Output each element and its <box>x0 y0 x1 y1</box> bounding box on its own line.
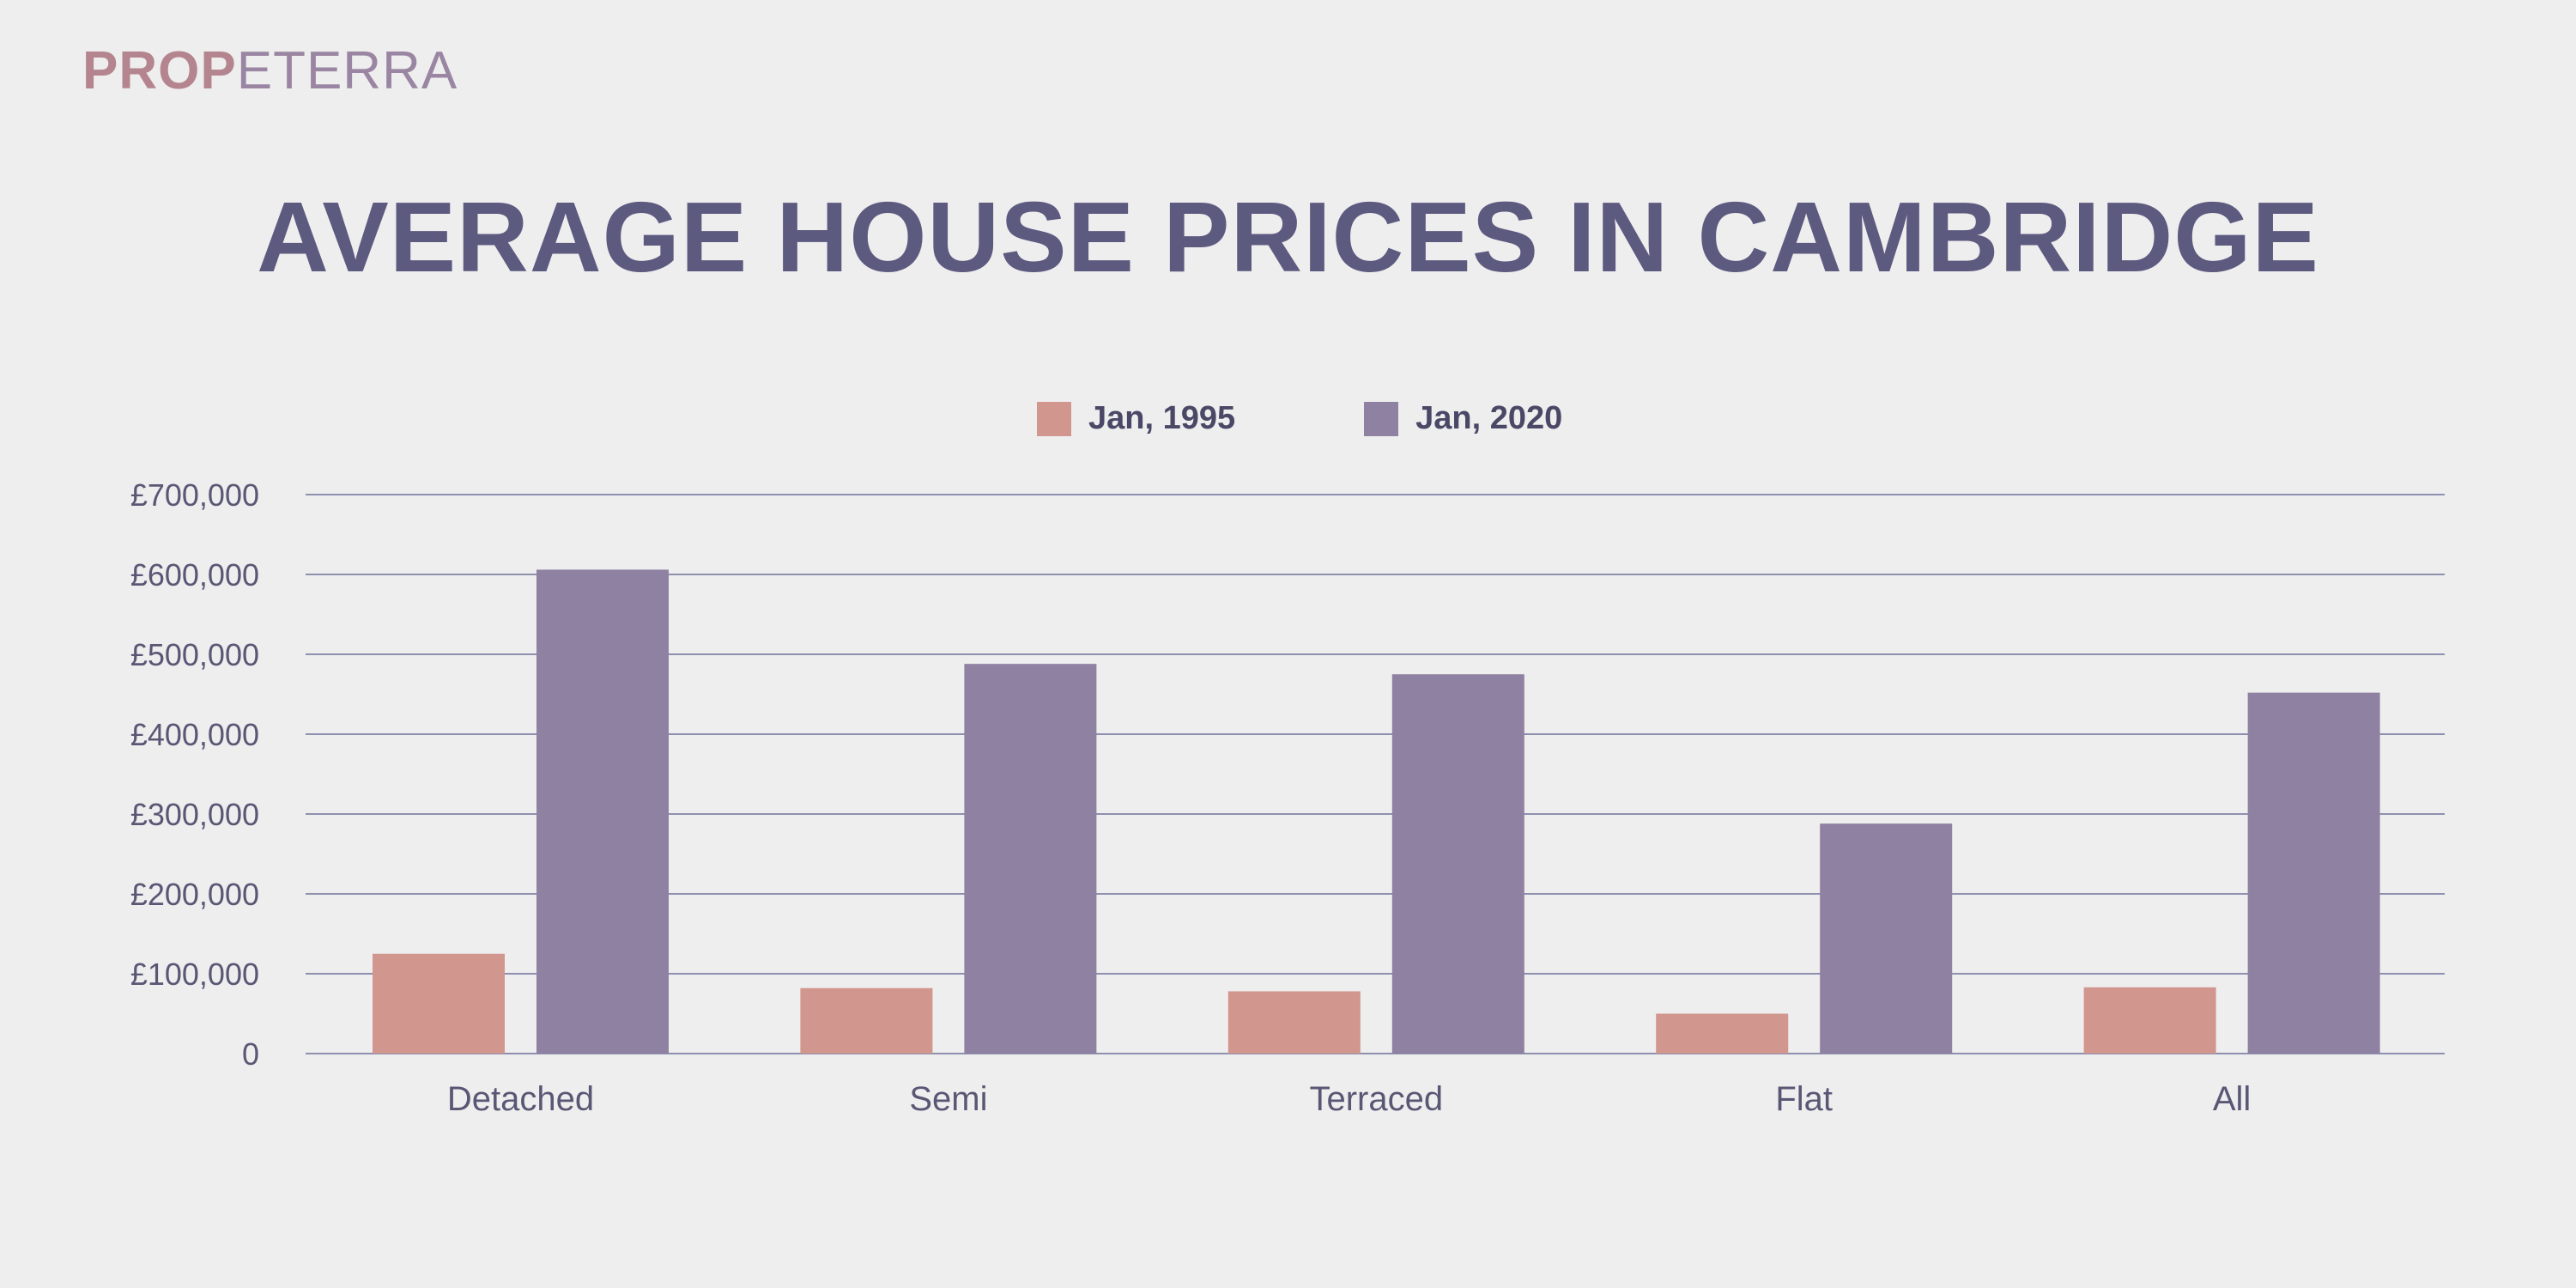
bar-1995 <box>373 953 505 1054</box>
y-tick-label: £200,000 <box>130 877 259 912</box>
x-category-label: Detached <box>447 1080 594 1118</box>
bar-2020 <box>2247 692 2380 1054</box>
bar-1995 <box>2083 987 2216 1054</box>
x-category-label: Terraced <box>1309 1080 1443 1118</box>
bar-1995 <box>1227 991 1361 1054</box>
brand-logo: PROPETERRA <box>82 45 458 98</box>
y-tick-label: 0 <box>242 1036 259 1072</box>
legend-item-1995: Jan, 1995 <box>1037 400 1235 437</box>
x-category-label: Semi <box>909 1080 987 1118</box>
y-tick-label: £700,000 <box>130 477 259 513</box>
logo-bold-text: PROP <box>82 41 237 100</box>
bar-2020 <box>536 569 669 1054</box>
bar-2020 <box>1391 674 1524 1054</box>
y-tick-label: £100,000 <box>130 957 259 992</box>
bar-2020 <box>964 664 1097 1054</box>
x-category-label: Flat <box>1775 1080 1833 1118</box>
bar-2020 <box>1820 823 1953 1054</box>
chart-legend: Jan, 1995 Jan, 2020 <box>1037 400 1562 437</box>
legend-swatch-1995 <box>1037 401 1071 436</box>
legend-label-2020: Jan, 2020 <box>1415 400 1563 436</box>
y-tick-label: £300,000 <box>130 797 259 832</box>
legend-item-2020: Jan, 2020 <box>1364 400 1562 437</box>
y-tick-label: £400,000 <box>130 717 259 752</box>
logo-light-text: ETERRA <box>236 41 458 100</box>
x-category-label: All <box>2213 1080 2251 1118</box>
chart-title: AVERAGE HOUSE PRICES IN CAMBRIDGE <box>257 181 2319 293</box>
y-tick-label: £500,000 <box>130 637 259 672</box>
legend-label-1995: Jan, 1995 <box>1088 400 1236 436</box>
legend-swatch-2020 <box>1364 401 1399 436</box>
bar-1995 <box>1656 1013 1789 1054</box>
bar-1995 <box>800 987 933 1054</box>
y-tick-label: £600,000 <box>130 557 259 592</box>
